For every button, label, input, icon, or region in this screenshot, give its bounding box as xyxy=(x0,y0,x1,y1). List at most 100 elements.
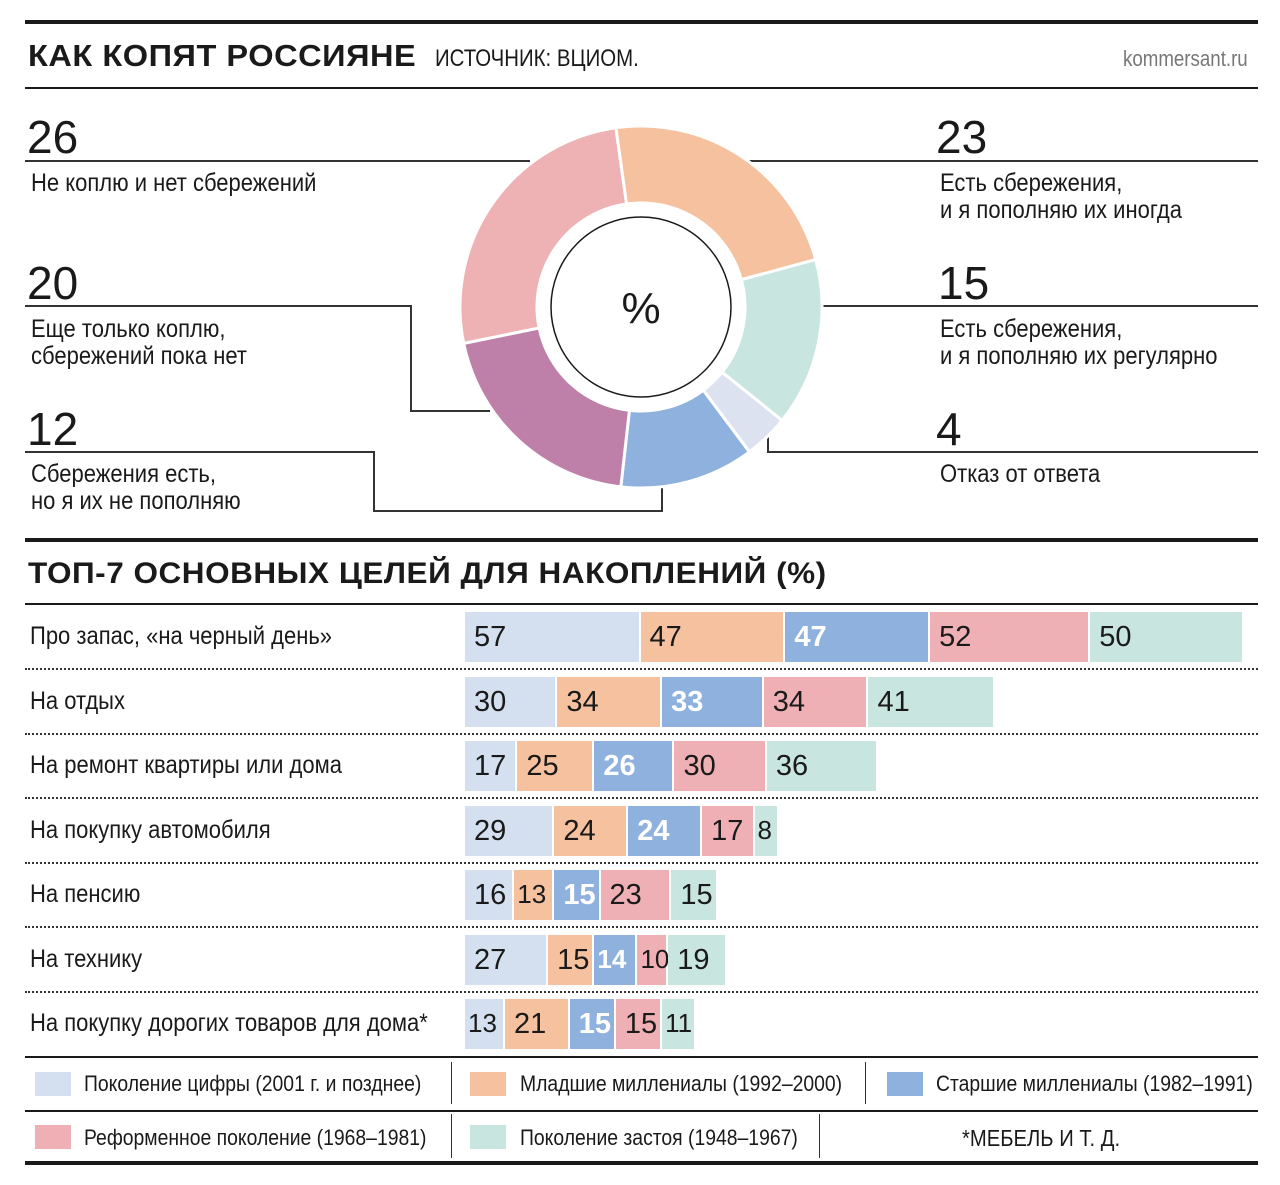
slice-label: Есть сбережения, и я пополняю их иногда xyxy=(940,169,1182,224)
bar-value-label: 27 xyxy=(474,943,507,976)
legend-rule xyxy=(25,1056,1258,1058)
slice-label: Сбережения есть, но я их не пополняю xyxy=(31,460,241,515)
bar-value-label: 26 xyxy=(603,750,636,782)
category-label: На покупку дорогих товаров для дома* xyxy=(30,1009,428,1037)
bar-segment: 50 xyxy=(1090,612,1245,662)
bar-value-label: 47 xyxy=(649,621,682,653)
donut-center xyxy=(550,216,732,398)
leader-line xyxy=(767,451,1258,453)
bar-segment: 25 xyxy=(517,741,595,791)
legend-divider xyxy=(819,1114,820,1158)
legend-label: Поколение цифры (2001 г. и позднее) xyxy=(84,1071,422,1096)
bar-segment: 8 xyxy=(754,805,780,856)
bottom-rule xyxy=(25,1161,1258,1165)
bar-segment: 15 xyxy=(671,870,718,920)
bar-segment: 23 xyxy=(600,870,672,920)
slice-label: Есть сбережения, и я пополняю их регулярн… xyxy=(940,315,1218,370)
donut-center-label: % xyxy=(621,284,660,333)
bar-value-label: 13 xyxy=(517,879,547,909)
slice-value: 26 xyxy=(27,111,79,163)
donut-slice xyxy=(614,124,818,282)
bar-segment: 24 xyxy=(554,805,629,856)
bar-chart-title: ТОП-7 ОСНОВНЫХ ЦЕЛЕЙ ДЛЯ НАКОПЛЕНИЙ (%) xyxy=(28,557,827,590)
bar-segment: 15 xyxy=(615,999,663,1049)
leader-line xyxy=(25,451,374,453)
bar-value-label: 52 xyxy=(939,621,972,653)
bar-value-label: 34 xyxy=(772,685,806,718)
leader-line xyxy=(373,510,663,512)
slice-label: Отказ от ответа xyxy=(940,460,1101,488)
legend-label: Старшие миллениалы (1982–1991) xyxy=(936,1071,1253,1096)
bar-segment: 24 xyxy=(628,805,703,856)
section-rule xyxy=(25,538,1258,542)
bar-value-label: 19 xyxy=(677,943,710,976)
legend-label: Младшие миллениалы (1992–2000) xyxy=(520,1071,843,1096)
slice-value: 4 xyxy=(936,403,962,455)
leader-line xyxy=(410,410,490,412)
legend-swatch xyxy=(35,1072,71,1096)
bar-segment: 15 xyxy=(548,934,595,985)
bar-value-label: 15 xyxy=(557,943,590,976)
legend-divider xyxy=(451,1114,452,1158)
category-label: На ремонт квартиры или дома xyxy=(30,751,342,779)
bar-value-label: 30 xyxy=(474,685,507,718)
row-separator xyxy=(25,861,1258,864)
category-label: На отдых xyxy=(30,686,125,715)
bar-segment: 47 xyxy=(785,612,931,662)
bar-value-label: 15 xyxy=(563,879,596,911)
leader-line xyxy=(25,305,411,307)
leader-line xyxy=(25,160,530,162)
donut-chart: % xyxy=(458,124,824,490)
bar-segment: 17 xyxy=(702,805,755,856)
bar-value-label: 15 xyxy=(578,1008,611,1040)
bar-value-label: 24 xyxy=(637,814,670,847)
bar-value-label: 17 xyxy=(474,750,507,782)
bar-segment: 14 xyxy=(594,934,638,985)
bar-value-label: 34 xyxy=(566,685,599,718)
bar-value-label: 16 xyxy=(474,879,507,911)
legend-swatch xyxy=(470,1072,506,1096)
bar-value-label: 50 xyxy=(1099,621,1132,653)
bar-segment: 30 xyxy=(674,741,767,791)
leader-line xyxy=(373,451,375,511)
bar-value-label: 41 xyxy=(877,685,910,718)
leader-line xyxy=(661,480,663,512)
bar-segment: 17 xyxy=(465,741,518,791)
source-text: ИСТОЧНИК: ВЦИОМ. xyxy=(435,45,639,72)
legend-swatch xyxy=(35,1125,71,1149)
page-title: КАК КОПЯТ РОССИЯНЕ xyxy=(28,38,417,73)
donut-slice xyxy=(458,126,629,346)
legend-rule xyxy=(25,1110,1258,1112)
category-label: На покупку автомобиля xyxy=(30,815,271,844)
leader-line xyxy=(822,305,1258,307)
leader-line xyxy=(767,434,769,453)
bar-segment: 47 xyxy=(640,612,786,662)
row-separator xyxy=(25,926,1258,928)
category-label: На технику xyxy=(30,944,143,973)
bar-segment: 52 xyxy=(930,612,1091,662)
row-separator xyxy=(25,990,1258,993)
row-separator xyxy=(25,732,1258,735)
bar-value-label: 8 xyxy=(757,814,772,845)
bar-segment: 41 xyxy=(868,676,995,727)
bar-segment: 57 xyxy=(465,612,641,662)
slice-value: 15 xyxy=(938,257,990,309)
bar-value-label: 23 xyxy=(609,879,642,911)
bar-segment: 11 xyxy=(662,999,696,1049)
legend-divider xyxy=(865,1062,866,1104)
bar-value-label: 14 xyxy=(597,943,627,974)
bar-value-label: 57 xyxy=(474,621,507,653)
legend-divider xyxy=(451,1062,452,1104)
row-separator xyxy=(25,797,1258,799)
section-rule xyxy=(25,603,1258,605)
row-separator xyxy=(25,668,1258,670)
site-link[interactable]: kommersant.ru xyxy=(1123,46,1248,71)
bar-segment: 36 xyxy=(766,741,878,791)
legend-label: Реформенное поколение (1968–1981) xyxy=(84,1125,427,1150)
bar-segment: 10 xyxy=(637,934,669,985)
bar-segment: 27 xyxy=(465,934,549,985)
slice-value: 20 xyxy=(27,257,79,309)
bar-value-label: 30 xyxy=(683,750,716,782)
bar-value-label: 13 xyxy=(468,1008,497,1038)
